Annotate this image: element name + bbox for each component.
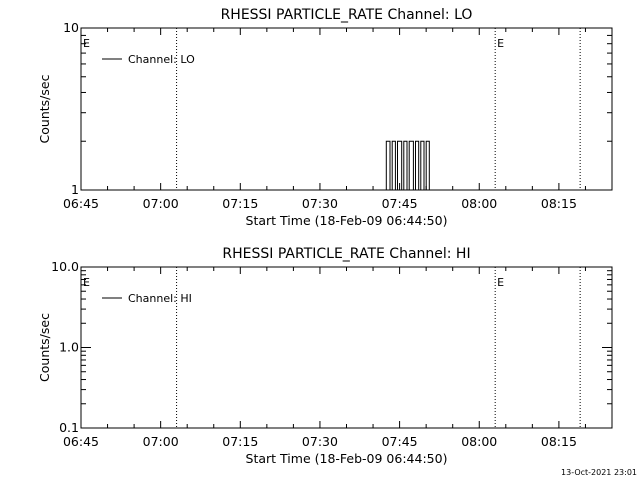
- panel-hi: RHESSI PARTICLE_RATE Channel: HI Start Ti…: [37, 246, 613, 466]
- x-tick-label: 06:45: [63, 196, 99, 211]
- y-tick-label: 10: [63, 20, 79, 35]
- x-tick-label: 07:45: [382, 434, 418, 449]
- footer-timestamp: 13-Oct-2021 23:01: [561, 468, 637, 477]
- y-tick-label: 1.0: [59, 340, 79, 355]
- panel-lo: RHESSI PARTICLE_RATE Channel: LO Start Ti…: [37, 7, 613, 228]
- legend-label: Channel: LO: [128, 53, 195, 66]
- x-tick-label: 08:15: [541, 434, 577, 449]
- x-tick-label: 07:15: [222, 434, 258, 449]
- y-tick-label: 0.1: [59, 420, 79, 435]
- event-marker-label: E: [497, 276, 504, 289]
- event-marker-label: E: [83, 37, 90, 50]
- x-tick-label: 07:30: [302, 434, 338, 449]
- event-marker-label: E: [497, 37, 504, 50]
- y-tick-label: 10.0: [51, 259, 79, 274]
- chart-title: RHESSI PARTICLE_RATE Channel: HI: [222, 246, 470, 262]
- legend-label: Channel: HI: [128, 292, 192, 305]
- y-axis-label: Counts/sec: [37, 313, 52, 382]
- y-tick-label: 1: [71, 182, 79, 197]
- x-tick-label: 07:30: [302, 196, 338, 211]
- x-tick-label: 08:00: [461, 196, 497, 211]
- x-tick-label: 08:00: [461, 434, 497, 449]
- x-tick-label: 07:45: [382, 196, 418, 211]
- event-marker-label: E: [83, 276, 90, 289]
- x-tick-label: 07:15: [222, 196, 258, 211]
- x-tick-label: 07:00: [143, 196, 179, 211]
- chart-title: RHESSI PARTICLE_RATE Channel: LO: [221, 7, 473, 23]
- x-tick-label: 07:00: [143, 434, 179, 449]
- x-tick-label: 08:15: [541, 196, 577, 211]
- series-line: [385, 140, 430, 191]
- x-tick-label: 06:45: [63, 434, 99, 449]
- x-axis-label: Start Time (18-Feb-09 06:44:50): [246, 213, 448, 228]
- x-axis-label: Start Time (18-Feb-09 06:44:50): [246, 451, 448, 466]
- y-axis-label: Counts/sec: [37, 74, 52, 143]
